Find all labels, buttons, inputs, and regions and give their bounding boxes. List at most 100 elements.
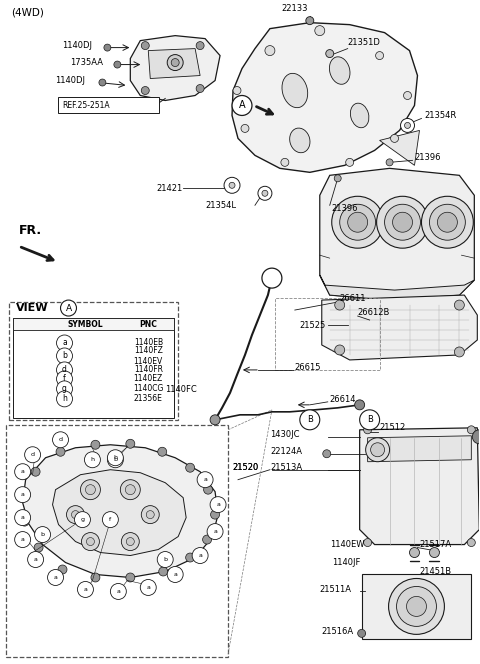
Text: a: a (117, 589, 120, 594)
Text: 21520: 21520 (232, 463, 258, 472)
Text: a: a (84, 587, 87, 592)
Circle shape (114, 61, 121, 68)
Circle shape (364, 539, 372, 546)
Circle shape (335, 300, 345, 310)
Circle shape (35, 527, 50, 542)
Text: a: a (54, 575, 58, 580)
Text: A: A (239, 100, 245, 110)
Text: g: g (62, 384, 67, 393)
Circle shape (141, 42, 149, 50)
Text: 21421: 21421 (156, 184, 182, 193)
Circle shape (437, 212, 457, 232)
Circle shape (57, 348, 72, 364)
Circle shape (371, 443, 384, 457)
Circle shape (85, 485, 96, 495)
Circle shape (141, 86, 149, 94)
Circle shape (196, 84, 204, 92)
Circle shape (84, 452, 100, 467)
Text: d: d (31, 452, 35, 457)
Circle shape (57, 391, 72, 407)
Text: 26611: 26611 (340, 293, 366, 303)
Text: a: a (216, 502, 220, 507)
Circle shape (232, 96, 252, 116)
Circle shape (262, 268, 282, 288)
Text: a: a (213, 529, 217, 534)
Polygon shape (322, 295, 477, 360)
Circle shape (24, 447, 41, 463)
Circle shape (167, 566, 183, 582)
Circle shape (34, 543, 43, 552)
Text: 21356E: 21356E (134, 394, 163, 403)
Circle shape (52, 432, 69, 448)
FancyBboxPatch shape (6, 425, 228, 657)
Text: 1735AA: 1735AA (71, 58, 104, 67)
Text: 21396: 21396 (332, 204, 358, 212)
Text: FR.: FR. (19, 224, 42, 236)
Circle shape (346, 158, 354, 167)
Text: f: f (109, 517, 111, 522)
Text: a: a (21, 537, 24, 542)
Text: 22124A: 22124A (270, 448, 302, 456)
Text: 1140FC: 1140FC (165, 385, 197, 394)
Circle shape (203, 535, 212, 544)
Circle shape (281, 158, 289, 167)
Text: VIEW: VIEW (16, 303, 48, 313)
Circle shape (355, 400, 365, 410)
Text: 21516A: 21516A (322, 627, 354, 636)
Bar (12, 318, 174, 330)
Text: 21396: 21396 (415, 153, 441, 162)
Text: PNC: PNC (139, 319, 157, 329)
Text: 21451B: 21451B (420, 567, 452, 576)
Text: A: A (65, 303, 72, 313)
Circle shape (74, 512, 90, 528)
Text: a: a (21, 469, 24, 474)
Circle shape (224, 177, 240, 193)
Circle shape (60, 300, 76, 316)
Text: b: b (62, 351, 67, 361)
Circle shape (102, 512, 119, 528)
Circle shape (58, 565, 67, 574)
Circle shape (104, 44, 111, 51)
Polygon shape (320, 275, 474, 300)
Circle shape (366, 438, 390, 461)
Circle shape (77, 582, 94, 598)
Text: 21354R: 21354R (424, 111, 456, 120)
Text: 21351D: 21351D (348, 38, 381, 47)
Text: 21517A: 21517A (420, 540, 452, 549)
Text: h: h (90, 457, 95, 462)
FancyBboxPatch shape (58, 98, 159, 114)
Text: g: g (81, 517, 84, 522)
Circle shape (57, 381, 72, 397)
Circle shape (108, 452, 123, 467)
Text: f: f (63, 374, 66, 383)
Text: 1140JF: 1140JF (332, 558, 360, 567)
Polygon shape (361, 574, 471, 639)
Circle shape (332, 197, 384, 248)
Circle shape (326, 50, 334, 58)
Text: 1140DJ: 1140DJ (62, 41, 93, 50)
Text: h: h (113, 456, 118, 460)
Circle shape (241, 124, 249, 132)
Circle shape (171, 58, 179, 66)
Text: 1140EW: 1140EW (330, 540, 364, 549)
Text: 22133: 22133 (282, 4, 308, 13)
Circle shape (207, 524, 223, 540)
Text: a: a (173, 572, 177, 577)
Circle shape (258, 187, 272, 201)
Circle shape (141, 506, 159, 524)
Circle shape (125, 485, 135, 495)
Text: a: a (34, 557, 37, 562)
Polygon shape (232, 23, 418, 173)
Polygon shape (360, 428, 480, 544)
Circle shape (358, 629, 366, 637)
Circle shape (186, 553, 194, 562)
Circle shape (409, 548, 420, 558)
Polygon shape (148, 48, 200, 78)
Circle shape (126, 573, 135, 582)
Text: 21511A: 21511A (320, 585, 352, 594)
Polygon shape (368, 436, 471, 461)
Circle shape (81, 479, 100, 499)
Circle shape (108, 450, 123, 465)
Circle shape (82, 533, 99, 550)
Circle shape (120, 479, 140, 499)
